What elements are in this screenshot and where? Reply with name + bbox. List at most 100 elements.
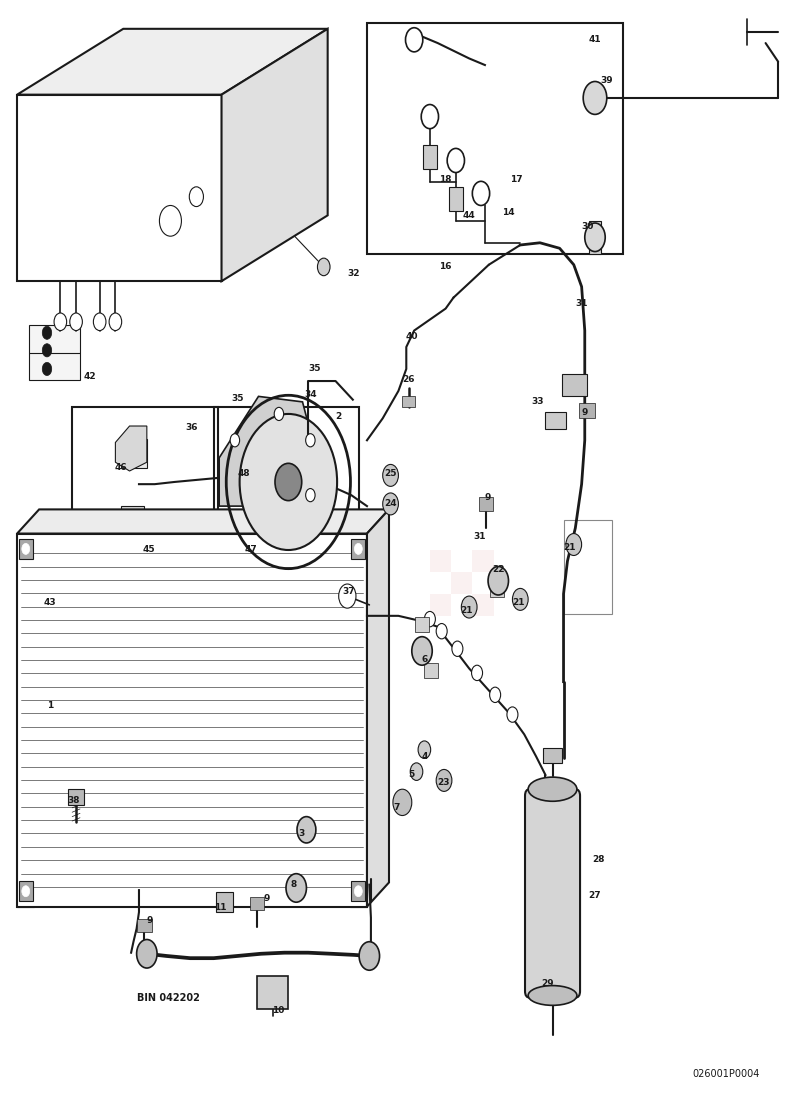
Circle shape [286, 873, 306, 902]
Circle shape [305, 433, 315, 447]
Text: 1: 1 [47, 702, 54, 711]
Bar [121, 439, 147, 468]
Text: 27: 27 [589, 891, 601, 900]
Text: 8: 8 [290, 880, 297, 889]
Text: 14: 14 [502, 208, 514, 217]
Circle shape [447, 148, 465, 173]
Polygon shape [17, 29, 327, 95]
Bar [214, 407, 359, 566]
Bar [17, 534, 35, 906]
Bar [350, 534, 367, 906]
Text: 44: 44 [463, 211, 476, 220]
Circle shape [109, 314, 122, 331]
Text: 40: 40 [406, 331, 418, 341]
Text: 29: 29 [541, 979, 554, 988]
Text: 11: 11 [214, 903, 226, 912]
Text: 33: 33 [531, 397, 544, 406]
Circle shape [393, 789, 412, 815]
Text: 28: 28 [593, 855, 605, 864]
Circle shape [43, 343, 52, 356]
Circle shape [436, 624, 447, 639]
Circle shape [230, 433, 240, 447]
Bar [589, 221, 601, 254]
Polygon shape [249, 426, 281, 471]
Circle shape [354, 543, 362, 554]
Bar [430, 594, 451, 616]
Bar [351, 881, 365, 901]
Text: 37: 37 [342, 587, 355, 596]
Text: 10: 10 [272, 1006, 284, 1015]
Bar [449, 187, 463, 211]
Circle shape [275, 407, 283, 420]
Circle shape [418, 741, 431, 759]
Circle shape [43, 362, 52, 375]
Bar [451, 594, 473, 616]
Polygon shape [17, 509, 389, 534]
Bar [72, 407, 218, 566]
Circle shape [189, 187, 204, 207]
Circle shape [297, 816, 316, 843]
Circle shape [472, 666, 483, 681]
Text: 21: 21 [461, 606, 473, 615]
Text: 24: 24 [384, 499, 397, 508]
Circle shape [22, 886, 30, 896]
Text: 38: 38 [68, 795, 80, 805]
Polygon shape [367, 509, 389, 906]
Text: 31: 31 [575, 298, 588, 308]
Text: 6: 6 [421, 656, 428, 664]
Bar [490, 582, 504, 597]
Polygon shape [219, 396, 318, 506]
Bar [579, 403, 595, 418]
Text: 026001P0004: 026001P0004 [693, 1069, 760, 1079]
Bar [137, 918, 151, 932]
Text: 9: 9 [484, 493, 491, 502]
Bar [252, 506, 272, 528]
Ellipse shape [528, 986, 577, 1005]
Text: 46: 46 [114, 463, 127, 472]
Text: 41: 41 [589, 35, 601, 44]
Circle shape [421, 104, 439, 129]
Bar [121, 506, 144, 528]
Text: 3: 3 [298, 828, 305, 837]
Bar [41, 133, 107, 243]
Text: 34: 34 [304, 389, 316, 398]
Circle shape [338, 584, 356, 608]
Bar [68, 789, 84, 804]
Polygon shape [17, 534, 367, 906]
Circle shape [305, 488, 315, 502]
Bar [473, 550, 494, 572]
Bar [451, 572, 473, 594]
Bar [19, 881, 33, 901]
Circle shape [43, 327, 52, 339]
Circle shape [462, 596, 477, 618]
Bar [19, 539, 33, 559]
Text: 31: 31 [473, 532, 486, 541]
Bar [423, 145, 437, 169]
Bar [29, 117, 119, 260]
FancyBboxPatch shape [525, 789, 580, 998]
Bar [430, 572, 451, 594]
Bar [29, 326, 80, 379]
Circle shape [412, 637, 432, 666]
Text: 35: 35 [308, 364, 320, 374]
Text: 30: 30 [581, 222, 593, 231]
Circle shape [69, 314, 82, 331]
Bar [257, 976, 288, 1009]
Circle shape [406, 28, 423, 52]
Text: 9: 9 [146, 916, 152, 925]
Text: 39: 39 [600, 76, 613, 85]
Circle shape [585, 223, 605, 252]
Bar [125, 526, 140, 546]
Bar [473, 572, 494, 594]
Circle shape [490, 688, 501, 703]
Bar [415, 617, 429, 632]
Circle shape [93, 314, 106, 331]
Text: 18: 18 [439, 175, 452, 184]
Text: 9: 9 [264, 894, 271, 903]
Text: 16: 16 [439, 263, 452, 272]
Bar [351, 539, 365, 559]
Text: 23: 23 [437, 778, 450, 788]
Polygon shape [17, 95, 222, 282]
Bar [17, 534, 367, 549]
Circle shape [354, 886, 362, 896]
